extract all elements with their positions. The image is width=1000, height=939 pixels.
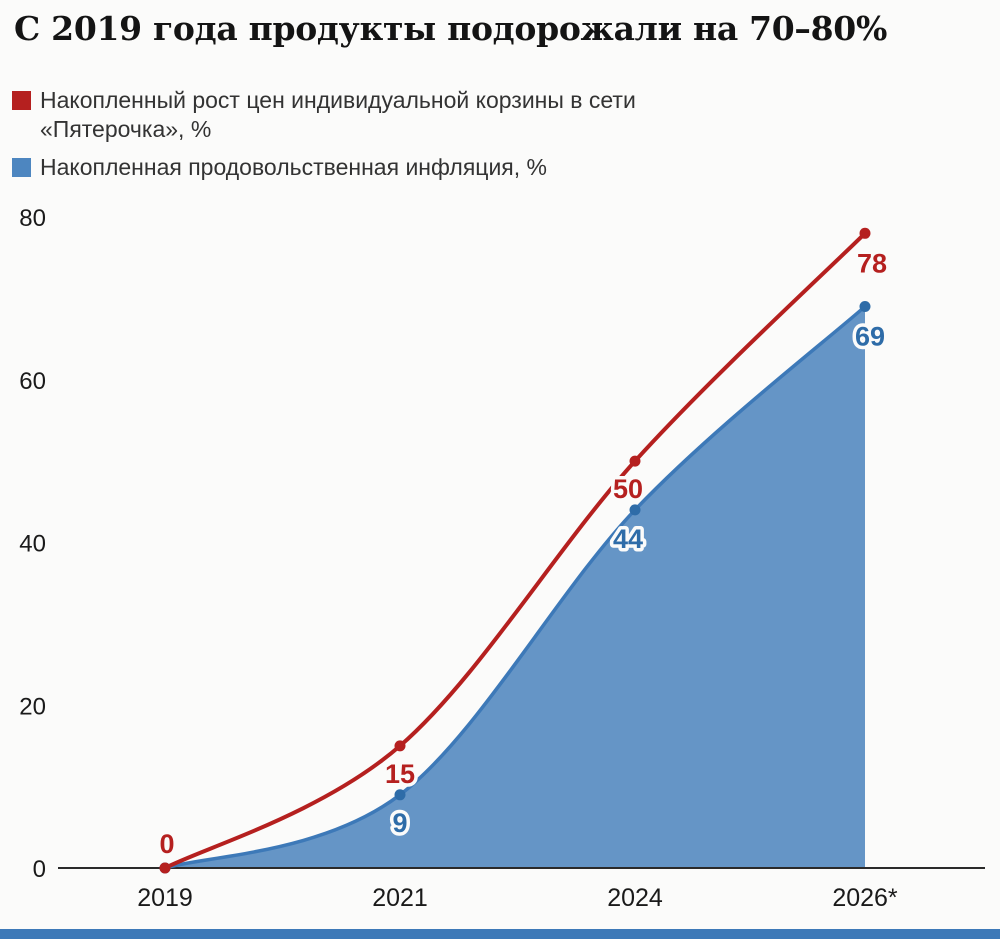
legend-label: Накопленная продовольственная инфляция, … [40,154,547,180]
data-label-pyaterochka-basket: 0 [159,829,174,859]
chart-area: 0 20 40 60 80 2019 2021 2024 2026* 0 15 50 78 9 44 69 [0,190,1000,920]
data-label-pyaterochka-basket: 78 [857,248,887,278]
data-label-food-inflation: 9 [392,808,407,838]
legend: Накопленный рост цен индивидуальной корз… [12,86,732,182]
data-point-food-inflation [859,301,871,312]
data-label-food-inflation: 44 [613,524,643,554]
legend-label: Накопленный рост цен индивидуальной корз… [40,87,636,142]
data-point-food-inflation [394,789,406,801]
line-food-inflation [163,304,867,870]
y-axis-tick-label: 20 [19,693,46,720]
footer-accent-bar [0,929,1000,939]
y-axis-tick-label: 0 [33,856,46,883]
data-point-pyaterochka-basket [629,455,641,467]
x-axis-tick-label: 2026* [832,884,898,912]
inflation-chart-svg: 0 20 40 60 80 2019 2021 2024 2026* 0 15 50 78 9 44 69 [19,205,985,912]
page-title: С 2019 года продукты подорожали на 70–80… [14,9,888,48]
area-fill-food-inflation [165,306,865,868]
legend-swatch-icon [12,158,31,177]
y-axis-tick-label: 60 [19,368,46,395]
x-axis-tick-label: 2024 [607,884,663,912]
data-label-pyaterochka-basket: 50 [613,474,643,504]
x-axis-tick-label: 2021 [372,884,428,912]
data-point-pyaterochka-basket [394,740,406,752]
data-point-pyaterochka-basket [159,862,171,874]
legend-swatch-icon [12,91,31,110]
data-point-pyaterochka-basket [859,227,871,239]
legend-item-food-inflation: Накопленная продовольственная инфляция, … [12,153,732,182]
data-label-food-inflation: 69 [855,322,885,352]
data-point-food-inflation [629,504,641,516]
legend-item-pyaterochka-basket: Накопленный рост цен индивидуальной корз… [12,86,732,144]
data-label-pyaterochka-basket: 15 [385,759,415,789]
y-axis-tick-label: 80 [19,205,46,232]
x-axis-tick-label: 2019 [137,884,193,912]
line-pyaterochka-basket [163,231,867,870]
y-axis-tick-label: 40 [19,531,46,558]
